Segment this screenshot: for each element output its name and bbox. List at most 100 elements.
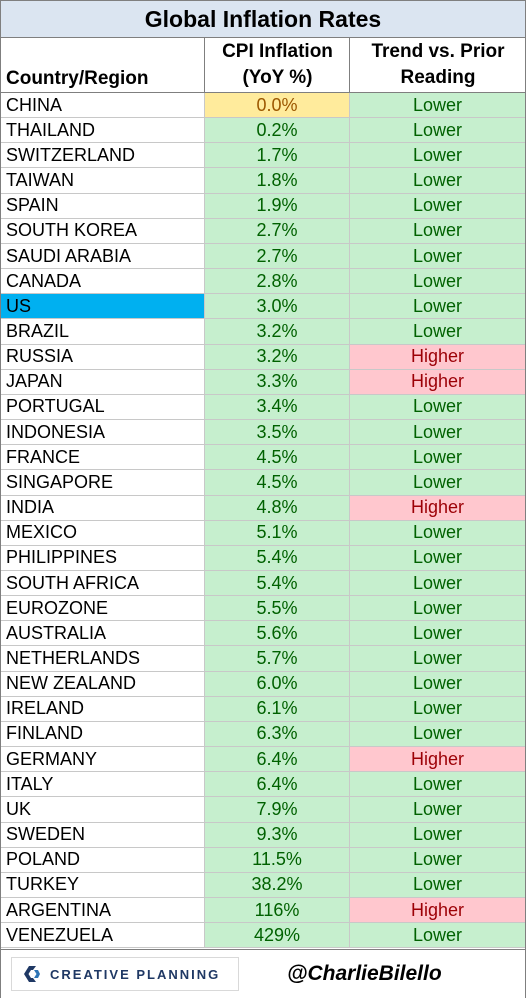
table-row: ARGENTINA 116% Higher: [1, 898, 525, 924]
cpi-cell: 6.4%: [204, 772, 349, 797]
cpi-cell: 6.0%: [204, 671, 349, 696]
table-row: POLAND 11.5% Lower: [1, 847, 525, 873]
cpi-cell: 5.6%: [204, 621, 349, 646]
table-row: GERMANY 6.4% Higher: [1, 747, 525, 773]
author-handle: @CharlieBilello: [287, 962, 442, 985]
cpi-cell: 38.2%: [204, 872, 349, 897]
cpi-cell: 1.9%: [204, 193, 349, 218]
country-cell: EUROZONE: [6, 597, 109, 618]
country-cell: ARGENTINA: [6, 899, 112, 920]
footer: CREATIVE PLANNING @CharlieBilello: [1, 949, 525, 998]
cpi-cell: 0.2%: [204, 118, 349, 143]
trend-cell: Higher: [349, 369, 525, 394]
country-cell: FRANCE: [6, 446, 81, 467]
cpi-cell: 3.2%: [204, 344, 349, 369]
country-cell: VENEZUELA: [6, 924, 114, 945]
cpi-cell: 3.0%: [204, 294, 349, 319]
trend-cell: Lower: [349, 445, 525, 470]
table-row: EUROZONE 5.5% Lower: [1, 596, 525, 622]
header-country: Country/Region: [1, 38, 204, 92]
trend-cell: Lower: [349, 470, 525, 495]
cpi-cell: 4.8%: [204, 495, 349, 520]
table-row: SWITZERLAND 1.7% Lower: [1, 143, 525, 169]
table-row: CANADA 2.8% Lower: [1, 269, 525, 295]
table-row: SPAIN 1.9% Lower: [1, 193, 525, 219]
country-cell: MEXICO: [6, 522, 78, 543]
cpi-cell: 2.7%: [204, 243, 349, 269]
header-cpi-line1: CPI Inflation: [222, 41, 333, 62]
trend-cell: Higher: [349, 344, 525, 369]
table-row: SWEDEN 9.3% Lower: [1, 822, 525, 848]
country-cell: SWEDEN: [6, 824, 86, 845]
country-cell: TAIWAN: [6, 170, 74, 191]
country-cell: ITALY: [6, 773, 54, 794]
table-row: VENEZUELA 429% Lower: [1, 923, 525, 949]
cpi-cell: 5.4%: [204, 545, 349, 570]
table-row: SOUTH KOREA 2.7% Lower: [1, 218, 525, 244]
cpi-cell: 3.4%: [204, 394, 349, 420]
trend-cell: Lower: [349, 671, 525, 696]
country-cell: SPAIN: [6, 195, 59, 216]
cpi-cell: 1.8%: [204, 168, 349, 193]
country-cell: CHINA: [6, 94, 63, 115]
trend-cell: Lower: [349, 420, 525, 445]
trend-cell: Lower: [349, 218, 525, 243]
trend-cell: Higher: [349, 495, 525, 520]
trend-cell: Lower: [349, 621, 525, 646]
cpi-cell: 3.2%: [204, 319, 349, 344]
trend-cell: Lower: [349, 596, 525, 621]
country-cell: NETHERLANDS: [6, 648, 141, 669]
table-row: US 3.0% Lower: [1, 294, 525, 320]
table-row: PORTUGAL 3.4% Lower: [1, 394, 525, 421]
trend-cell: Higher: [349, 747, 525, 772]
country-cell: SOUTH AFRICA: [6, 572, 140, 593]
country-cell: FINLAND: [6, 723, 84, 744]
country-cell: IRELAND: [6, 698, 85, 719]
cpi-cell: 429%: [204, 923, 349, 948]
table-row: SOUTH AFRICA 5.4% Lower: [1, 570, 525, 597]
trend-cell: Lower: [349, 772, 525, 797]
country-cell: RUSSIA: [6, 346, 74, 367]
table-row: SINGAPORE 4.5% Lower: [1, 470, 525, 496]
table-row: NETHERLANDS 5.7% Lower: [1, 646, 525, 672]
country-cell: SAUDI ARABIA: [6, 245, 132, 266]
header-cpi-line2: (YoY %): [242, 67, 313, 88]
trend-cell: Lower: [349, 193, 525, 218]
country-cell: SINGAPORE: [6, 471, 114, 492]
country-cell: GERMANY: [6, 748, 98, 769]
trend-cell: Lower: [349, 319, 525, 344]
country-cell: US: [1, 294, 204, 319]
trend-cell: Lower: [349, 294, 525, 319]
trend-cell: Lower: [349, 646, 525, 671]
table-row: MEXICO 5.1% Lower: [1, 520, 525, 546]
cpi-cell: 1.7%: [204, 143, 349, 168]
cpi-cell: 5.5%: [204, 596, 349, 621]
trend-cell: Lower: [349, 847, 525, 872]
header-trend: Trend vs. Prior Reading: [349, 38, 526, 93]
country-cell: PORTUGAL: [6, 396, 105, 417]
header-cpi: CPI Inflation (YoY %): [204, 38, 350, 93]
trend-cell: Lower: [349, 696, 525, 721]
table-body: CHINA 0.0% Lower THAILAND 0.2% Lower SWITZERLA…: [1, 93, 525, 949]
trend-cell: Lower: [349, 143, 525, 168]
cpi-cell: 5.7%: [204, 646, 349, 671]
trend-cell: Lower: [349, 520, 525, 545]
country-cell: SWITZERLAND: [6, 144, 136, 165]
trend-cell: Lower: [349, 923, 525, 948]
header-trend-line1: Trend vs. Prior: [371, 41, 505, 62]
country-cell: PHILIPPINES: [6, 547, 118, 568]
table-row: ITALY 6.4% Lower: [1, 772, 525, 798]
cpi-cell: 4.5%: [204, 445, 349, 470]
creative-planning-logo: CREATIVE PLANNING: [11, 957, 239, 991]
cpi-cell: 2.8%: [204, 269, 349, 294]
table-row: FINLAND 6.3% Lower: [1, 721, 525, 748]
table-row: PHILIPPINES 5.4% Lower: [1, 545, 525, 571]
table-row: AUSTRALIA 5.6% Lower: [1, 621, 525, 647]
country-cell: INDIA: [6, 497, 55, 518]
table-row: CHINA 0.0% Lower: [1, 93, 525, 119]
country-cell: POLAND: [6, 849, 81, 870]
country-cell: NEW ZEALAND: [6, 673, 137, 694]
table-row: INDIA 4.8% Higher: [1, 495, 525, 521]
cpi-cell: 3.3%: [204, 369, 349, 394]
cpi-cell: 7.9%: [204, 797, 349, 822]
